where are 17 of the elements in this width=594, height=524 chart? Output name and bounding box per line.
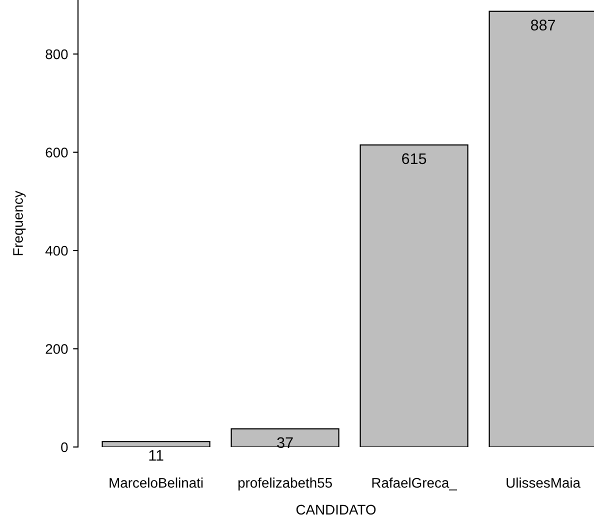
bar <box>102 441 210 447</box>
x-tick-label: UlissesMaia <box>506 478 580 488</box>
data-label: 615 <box>402 153 426 164</box>
y-tick-label: 400 <box>45 246 68 256</box>
y-tick-label: 600 <box>46 148 68 158</box>
x-tick-label: RafaelGreca_ <box>372 478 458 490</box>
y-tick-label: 800 <box>46 49 68 60</box>
y-axis-title: Frequency <box>13 190 26 256</box>
x-tick-label: MarceloBelinati <box>110 478 203 488</box>
data-label: 11 <box>149 450 164 461</box>
x-axis-title: CANDIDATO <box>296 504 376 515</box>
y-tick-label: 200 <box>46 344 68 354</box>
bar <box>360 144 468 447</box>
x-tick-label: profelizabeth55 <box>238 478 332 491</box>
bar <box>230 428 340 447</box>
data-label: 887 <box>530 20 556 30</box>
y-tick-label: 0 <box>61 442 68 452</box>
